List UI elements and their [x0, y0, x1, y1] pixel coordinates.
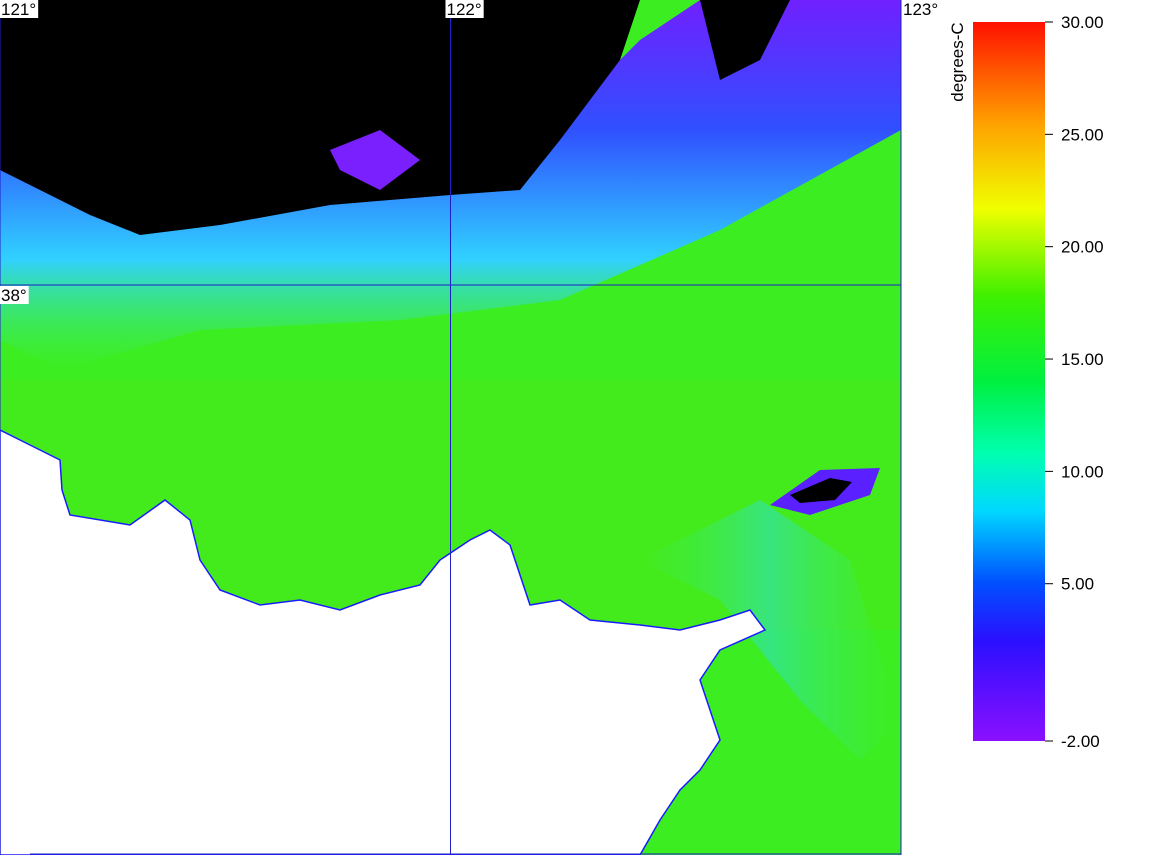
colorbar-tick-label: 5.00	[1061, 575, 1094, 594]
graticule-label-text: 122°	[447, 0, 482, 19]
cold-eddy-core	[790, 478, 852, 503]
graticule-label: 38°	[0, 286, 29, 305]
label-background	[0, 0, 39, 18]
label-background	[902, 0, 941, 18]
graticule: 121° 122° 123° 38°	[0, 0, 941, 855]
colorbar-tick-label: -2.00	[1061, 732, 1100, 751]
graticule-label: 121°	[0, 0, 39, 19]
label-background	[0, 286, 29, 304]
graticule-label: 122°	[445, 0, 484, 19]
colorbar-ramp	[973, 22, 1045, 741]
land-south	[0, 429, 767, 856]
colorbar: degrees-C 30.00 25.00 20.00 15.00 10.00 5.00 -…	[948, 13, 1104, 751]
colorbar-tick-label: 25.00	[1061, 125, 1104, 144]
cold-spot	[330, 130, 420, 190]
graticule-label-text: 38°	[1, 286, 27, 305]
graticule-label: 123°	[902, 0, 941, 19]
ice-land-north	[0, 0, 640, 235]
colorbar-tick-label: 20.00	[1061, 238, 1104, 257]
label-background	[445, 0, 484, 18]
ice-land-northeast	[700, 0, 790, 80]
colorbar-label: degrees-C	[948, 22, 967, 101]
graticule-label-text: 121°	[1, 0, 36, 19]
cool-patch	[640, 500, 900, 760]
colorbar-tick-label: 15.00	[1061, 350, 1104, 369]
colorbar-tick-label: 30.00	[1061, 13, 1104, 32]
graticule-label-text: 123°	[903, 0, 938, 19]
colorbar-tick-label: 10.00	[1061, 462, 1104, 481]
